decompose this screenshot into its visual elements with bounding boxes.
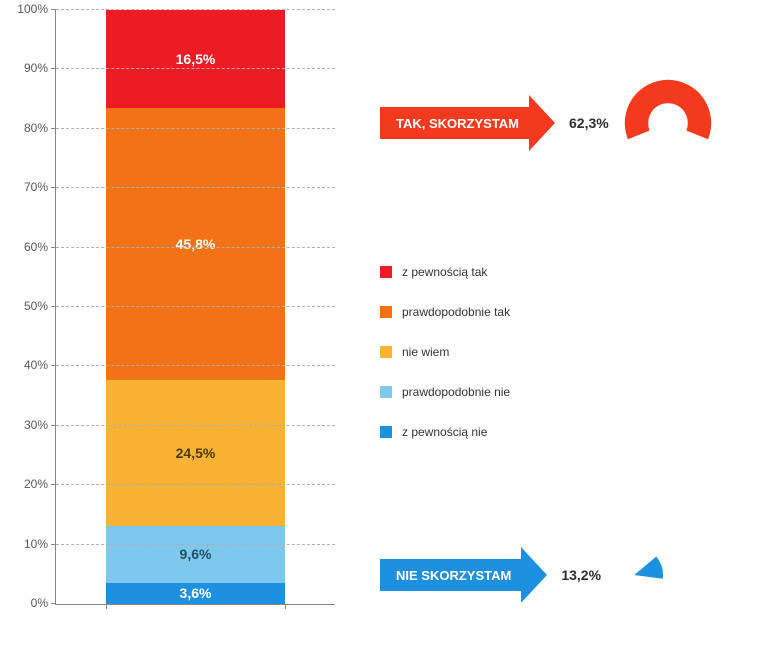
segment-label: 45,8%	[176, 236, 216, 252]
legend-item-z_pewnoscia_tak: z pewnością tak	[380, 265, 510, 279]
plot-area: 16,5%45,8%24,5%9,6%3,6% 0%10%20%30%40%50…	[55, 10, 335, 605]
y-tick-label: 100%	[6, 2, 48, 16]
donut-no-icon	[615, 543, 679, 607]
arrow-no-head-icon	[521, 547, 547, 603]
y-tick-label: 50%	[6, 299, 48, 313]
arrow-yes-label: TAK, SKORZYSTAM	[380, 107, 529, 139]
segment-z_pewnoscia_tak: 16,5%	[106, 10, 285, 108]
segment-label: 9,6%	[180, 546, 212, 562]
y-tick-label: 60%	[6, 240, 48, 254]
legend-swatch	[380, 266, 392, 278]
y-tick-label: 0%	[6, 596, 48, 610]
y-tick-label: 20%	[6, 477, 48, 491]
legend-label: nie wiem	[402, 345, 449, 359]
chart-container: 16,5% 45,8% 24,5% 9,6% 3,6% 0% 10% 20% 30% 40% 50…	[0, 0, 761, 645]
y-tick-label: 90%	[6, 61, 48, 75]
legend-swatch	[380, 386, 392, 398]
legend-item-prawdopodobnie_nie: prawdopodobnie nie	[380, 385, 510, 399]
legend-swatch	[380, 426, 392, 438]
legend-label: prawdopodobnie nie	[402, 385, 510, 399]
segment-label: 24,5%	[176, 445, 216, 461]
segment-prawdopodobnie_tak: 45,8%	[106, 108, 285, 380]
summary-yes-value: 62,3%	[569, 115, 609, 131]
stacked-bar: 16,5% 45,8% 24,5% 9,6% 3,6%	[106, 10, 285, 604]
segment-prawdopodobnie_nie: 9,6%	[106, 526, 285, 583]
legend-swatch	[380, 306, 392, 318]
arrow-no: NIE SKORZYSTAM	[380, 559, 547, 591]
y-tick-label: 40%	[6, 358, 48, 372]
legend-item-nie_wiem: nie wiem	[380, 345, 510, 359]
legend-label: z pewnością tak	[402, 265, 487, 279]
segment-nie_wiem: 24,5%	[106, 380, 285, 526]
legend-item-z_pewnoscia_nie: z pewnością nie	[380, 425, 510, 439]
summary-no-value: 13,2%	[561, 567, 601, 583]
legend-item-prawdopodobnie_tak: prawdopodobnie tak	[380, 305, 510, 319]
summary-yes-group: TAK, SKORZYSTAM 62,3%	[380, 78, 713, 168]
y-tick-label: 30%	[6, 418, 48, 432]
legend-label: prawdopodobnie tak	[402, 305, 510, 319]
arrow-yes: TAK, SKORZYSTAM	[380, 107, 555, 139]
segment-label: 3,6%	[180, 585, 212, 601]
legend-swatch	[380, 346, 392, 358]
donut-yes-icon	[623, 78, 713, 168]
summary-no-group: NIE SKORZYSTAM 13,2%	[380, 543, 679, 607]
y-tick-label: 10%	[6, 537, 48, 551]
legend-label: z pewnością nie	[402, 425, 487, 439]
y-tick-label: 70%	[6, 180, 48, 194]
y-tick-label: 80%	[6, 121, 48, 135]
segment-z_pewnoscia_nie: 3,6%	[106, 583, 285, 604]
segment-label: 16,5%	[176, 51, 216, 67]
legend: z pewnością tak prawdopodobnie tak nie wie…	[380, 265, 510, 465]
arrow-yes-head-icon	[529, 95, 555, 151]
arrow-no-label: NIE SKORZYSTAM	[380, 559, 521, 591]
